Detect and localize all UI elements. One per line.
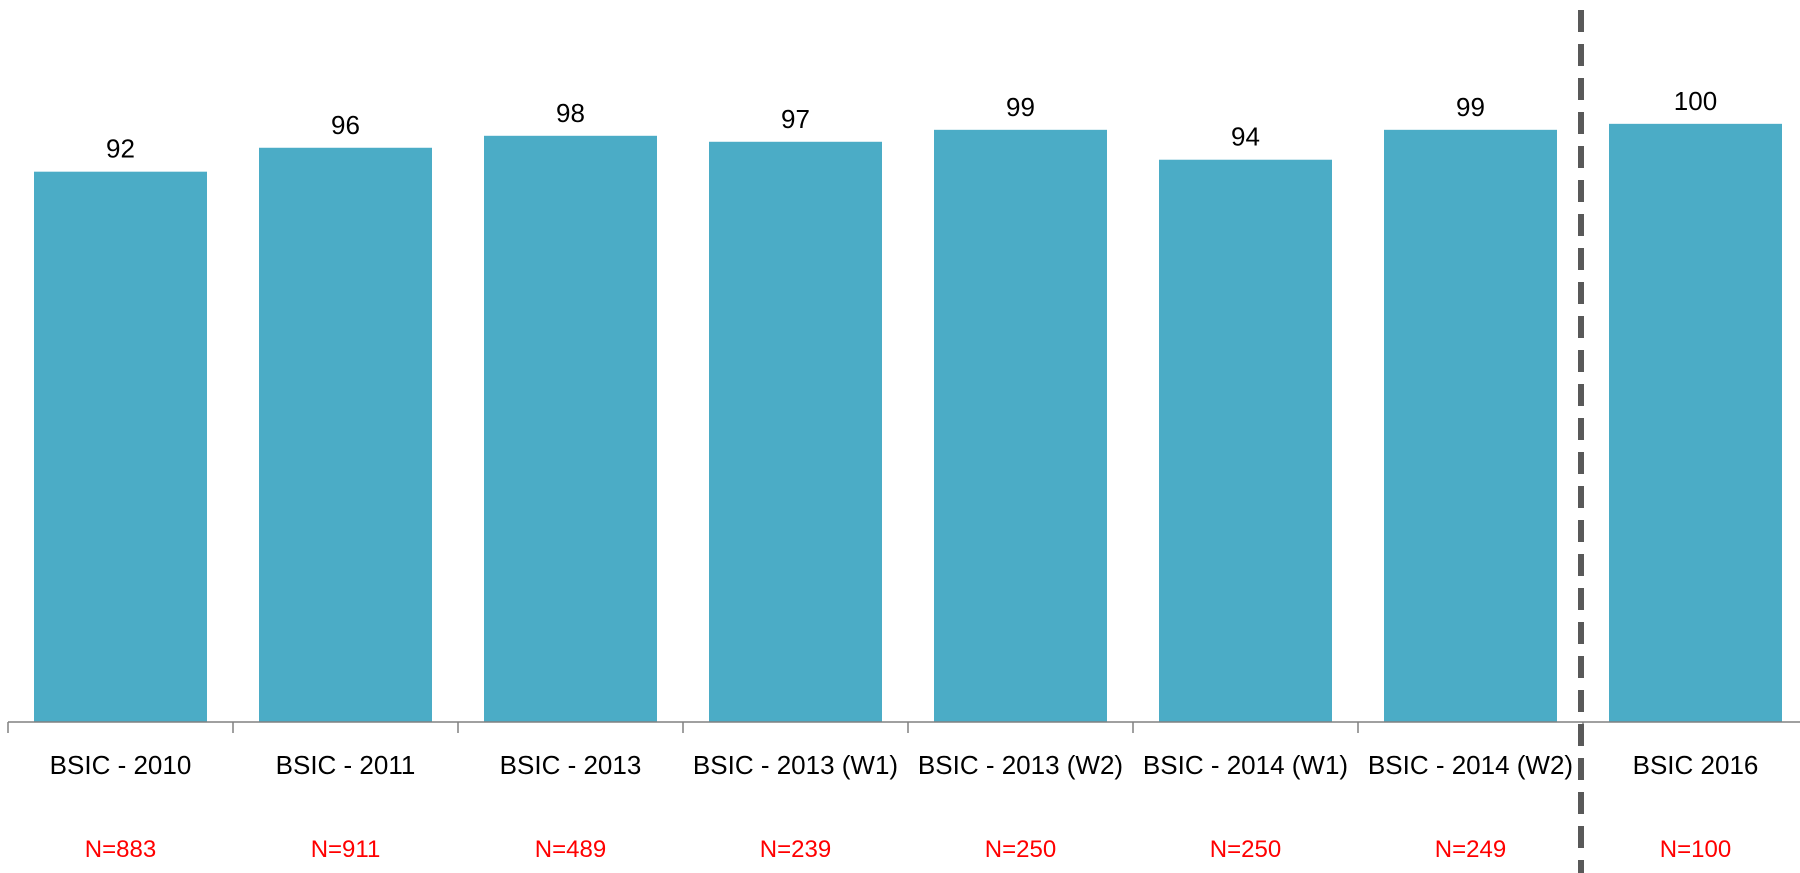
bar xyxy=(259,147,432,722)
bar xyxy=(34,171,207,722)
bar-value-label: 94 xyxy=(1231,122,1260,152)
bar xyxy=(1159,159,1332,722)
bar-value-label: 99 xyxy=(1006,92,1035,122)
category-tick-label: BSIC - 2010 xyxy=(50,750,192,780)
category-tick-label: BSIC - 2013 xyxy=(500,750,642,780)
bar xyxy=(709,141,882,723)
sample-size-label: N=239 xyxy=(760,836,831,863)
bar xyxy=(1609,123,1782,723)
bar-value-label: 98 xyxy=(556,98,585,128)
bar-value-label: 92 xyxy=(106,134,135,164)
bar-value-label: 100 xyxy=(1674,86,1717,116)
bar xyxy=(1384,129,1557,722)
sample-size-label: N=489 xyxy=(535,836,606,863)
category-tick-label: BSIC 2016 xyxy=(1633,750,1759,780)
category-tick-label: BSIC - 2013 (W1) xyxy=(693,750,898,780)
bar xyxy=(934,129,1107,722)
sample-size-label: N=250 xyxy=(985,836,1056,863)
sample-size-label: N=911 xyxy=(311,836,381,863)
category-tick-label: BSIC - 2014 (W1) xyxy=(1143,750,1348,780)
bar-value-label: 97 xyxy=(781,104,810,134)
sample-size-label: N=250 xyxy=(1210,836,1281,863)
sample-size-label: N=883 xyxy=(85,836,156,863)
bar-value-label: 96 xyxy=(331,110,360,140)
category-tick-label: BSIC - 2013 (W2) xyxy=(918,750,1123,780)
bar-value-label: 99 xyxy=(1456,92,1485,122)
bars-group xyxy=(34,123,1782,723)
sample-size-label: N=100 xyxy=(1660,836,1731,863)
category-tick-label: BSIC - 2011 xyxy=(276,750,416,780)
category-tick-label: BSIC - 2014 (W2) xyxy=(1368,750,1573,780)
sample-size-label: N=249 xyxy=(1435,836,1506,863)
bar xyxy=(484,135,657,723)
x-axis xyxy=(7,721,1800,733)
labels-group: 92 BSIC - 2010 N=883 96 BSIC - 2011 N=911 98 BS… xyxy=(50,86,1759,863)
